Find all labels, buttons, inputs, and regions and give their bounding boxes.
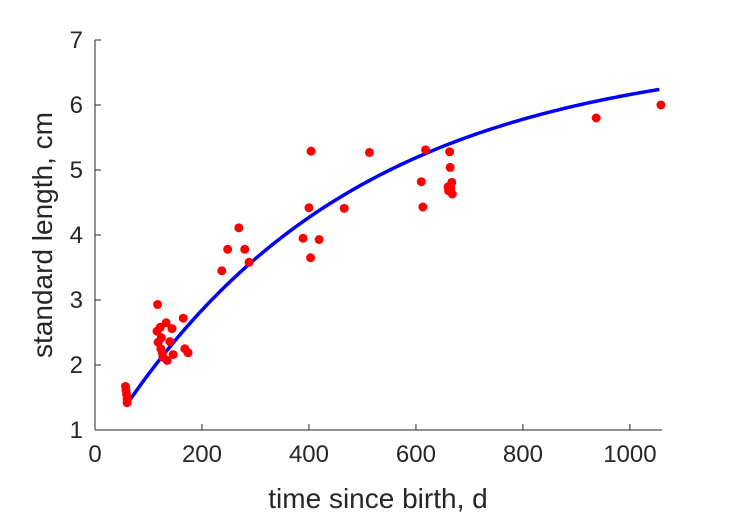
data-point	[240, 244, 250, 254]
x-tick-label: 800	[503, 441, 543, 468]
data-point	[591, 113, 601, 123]
data-point	[122, 398, 132, 408]
data-point	[421, 145, 431, 155]
data-point	[418, 202, 428, 212]
x-axis: 0 200 400 600 800 1000	[88, 424, 662, 468]
data-point	[162, 355, 172, 365]
data-point	[298, 233, 308, 243]
data-point	[178, 313, 188, 323]
data-point	[153, 300, 163, 310]
y-tick-label: 6	[70, 92, 83, 119]
x-tick-label: 400	[289, 441, 329, 468]
data-point	[445, 147, 455, 157]
data-point	[167, 324, 177, 334]
y-tick-label: 3	[70, 287, 83, 314]
data-point	[306, 146, 316, 156]
x-tick-label: 200	[182, 441, 222, 468]
y-tick-label: 4	[70, 222, 83, 249]
data-point	[314, 235, 324, 245]
data-point	[339, 203, 349, 213]
data-point	[223, 244, 233, 254]
data-point	[364, 147, 374, 157]
data-point	[168, 350, 178, 360]
data-point	[447, 189, 457, 199]
data-point	[165, 337, 175, 347]
data-point	[445, 162, 455, 172]
x-tick-label: 600	[396, 441, 436, 468]
data-point	[161, 318, 171, 328]
fit-curve	[125, 87, 660, 405]
y-tick-label: 2	[70, 352, 83, 379]
data-point	[656, 100, 666, 110]
y-tick-label: 1	[70, 417, 83, 444]
data-point	[304, 203, 314, 213]
data-point	[447, 177, 457, 187]
y-tick-label: 7	[70, 27, 83, 54]
fit-curve-layer	[125, 87, 660, 405]
data-point	[183, 348, 193, 358]
data-point	[306, 253, 316, 263]
x-axis-title: time since birth, d	[268, 483, 487, 514]
x-ticks: 0 200 400 600 800 1000	[88, 424, 657, 468]
data-point	[416, 177, 426, 187]
y-axis-title: standard length, cm	[27, 112, 58, 358]
y-tick-label: 5	[70, 157, 83, 184]
data-point	[244, 257, 254, 267]
data-point	[234, 223, 244, 233]
data-point	[156, 333, 166, 343]
x-tick-label: 1000	[603, 441, 656, 468]
y-ticks: 1 2 3 4 5 6 7	[70, 27, 101, 444]
y-axis: 1 2 3 4 5 6 7	[70, 27, 101, 444]
scatter-points	[120, 100, 666, 408]
x-tick-label: 0	[88, 441, 101, 468]
data-point	[217, 266, 227, 276]
